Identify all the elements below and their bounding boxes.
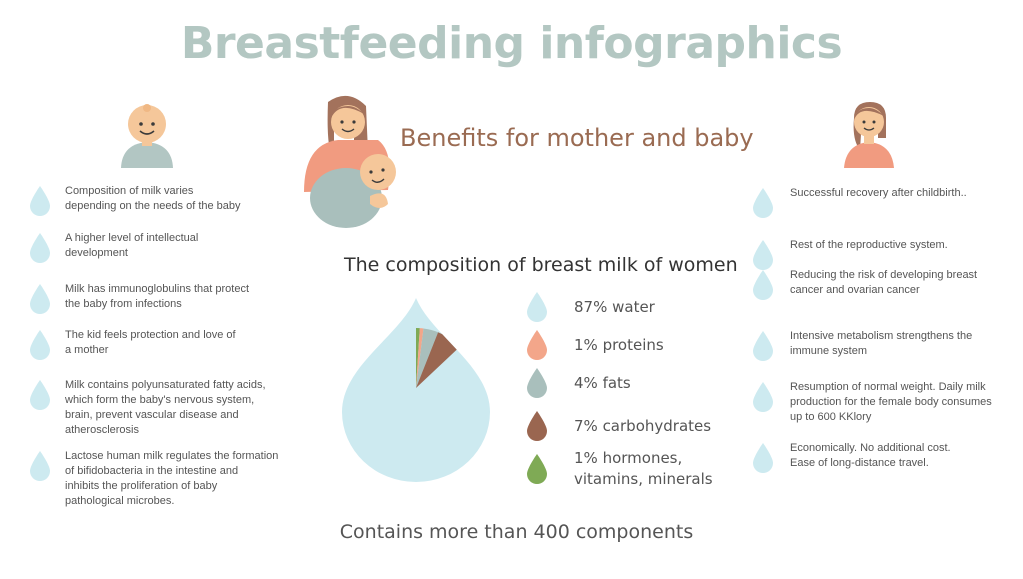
baby-benefit-item: A higher level of intellectual developme…: [29, 231, 290, 264]
drop-icon: [527, 292, 547, 322]
mother-benefit-text: Economically. No additional cost. Ease o…: [790, 442, 951, 469]
mother-benefit-text: Resumption of normal weight. Daily milk …: [790, 381, 992, 423]
baby-benefit-item: Milk has immunoglobulins that protect th…: [29, 282, 290, 315]
mother-benefit-item: Resumption of normal weight. Daily milk …: [752, 380, 1005, 425]
legend-label: 87% water: [574, 297, 655, 316]
legend-item-water: 87% water: [526, 291, 655, 323]
drop-icon: [753, 382, 773, 412]
drop-icon: [30, 284, 50, 314]
drop-icon: [753, 270, 773, 300]
drop-icon: [527, 368, 547, 398]
drop-icon: [753, 331, 773, 361]
drop-icon: [527, 454, 547, 484]
mother-benefit-text: Successful recovery after childbirth..: [790, 187, 967, 199]
mother-illustration: [844, 102, 894, 168]
drop-icon: [527, 330, 547, 360]
legend-label: 1% proteins: [574, 335, 664, 354]
drop-icon: [527, 411, 547, 441]
legend-label: 7% carbohydrates: [574, 416, 712, 435]
legend-item-hormones: 1% hormones, vitamins, minerals: [526, 448, 713, 490]
baby-benefit-item: The kid feels protection and love of a m…: [29, 328, 290, 361]
legend-label: 1% hormones, vitamins, minerals: [574, 449, 713, 488]
mother-with-baby-illustration: [304, 95, 396, 228]
mother-benefit-item: Reducing the risk of developing breast c…: [752, 268, 1005, 301]
baby-benefit-text: The kid feels protection and love of a m…: [65, 329, 236, 356]
baby-benefit-text: Composition of milk varies depending on …: [65, 185, 241, 212]
baby-benefit-text: Milk contains polyunsaturated fatty acid…: [65, 379, 266, 436]
baby-benefit-item: Composition of milk varies depending on …: [29, 184, 290, 217]
baby-benefit-text: A higher level of intellectual developme…: [65, 232, 199, 259]
benefits-subtitle: Benefits for mother and baby: [400, 124, 754, 152]
slice-water: [342, 298, 490, 482]
mother-benefit-text: Rest of the reproductive system.: [790, 239, 948, 251]
chart-title: The composition of breast milk of women: [344, 254, 738, 276]
baby-benefit-item: Milk contains polyunsaturated fatty acid…: [29, 378, 290, 438]
drop-icon: [30, 233, 50, 263]
mother-benefit-item: Intensive metabolism strengthens the imm…: [752, 329, 1005, 362]
baby-benefit-text: Lactose human milk regulates the formati…: [65, 450, 279, 507]
baby-benefit-text: Milk has immunoglobulins that protect th…: [65, 283, 250, 310]
drop-icon: [30, 451, 50, 481]
slice-fats: [416, 328, 439, 388]
baby-benefit-item: Lactose human milk regulates the formati…: [29, 449, 290, 509]
drop-icon: [753, 443, 773, 473]
components-footer: Contains more than 400 components: [339, 521, 694, 543]
mother-benefit-text: Reducing the risk of developing breast c…: [790, 269, 978, 296]
drop-icon: [30, 380, 50, 410]
drop-icon: [753, 240, 773, 270]
legend-item-carbohydrates: 7% carbohydrates: [526, 410, 711, 442]
page-title: Breastfeeding infographics: [180, 18, 843, 69]
baby-illustration: [121, 104, 173, 168]
mother-benefit-item: Successful recovery after childbirth..: [752, 186, 1005, 219]
slice-hormones: [416, 327, 420, 388]
slice-carbohydrates: [416, 332, 460, 388]
mother-benefit-item: Economically. No additional cost. Ease o…: [752, 441, 1005, 474]
mother-benefit-text: Intensive metabolism strengthens the imm…: [790, 330, 973, 357]
drop-icon: [30, 186, 50, 216]
mother-benefit-item: Rest of the reproductive system.: [752, 238, 1005, 271]
drop-icon: [753, 188, 773, 218]
legend-item-proteins: 1% proteins: [526, 329, 664, 361]
legend-item-fats: 4% fats: [526, 367, 631, 399]
slice-proteins: [416, 328, 424, 388]
legend-label: 4% fats: [574, 373, 631, 392]
drop-icon: [30, 330, 50, 360]
milk-composition-pie-chart: [342, 298, 490, 482]
